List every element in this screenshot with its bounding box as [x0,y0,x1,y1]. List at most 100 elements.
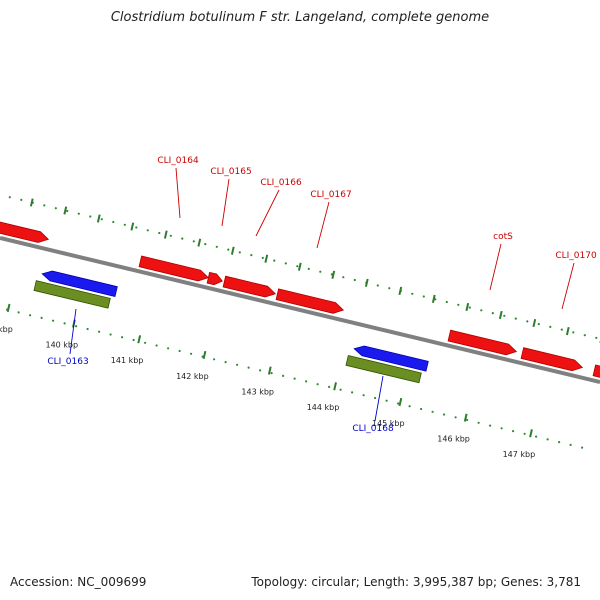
outer-tick-dot [273,259,276,262]
inner-tick-dot [121,336,124,339]
inner-tick-dot [109,333,112,336]
outer-tick-dot [457,303,460,306]
scale-label: 139 kbp [0,325,13,334]
scale-major-tick [398,397,403,407]
outer-tick-dot [342,276,345,279]
inner-tick-dot [305,380,308,383]
inner-tick-dot [466,418,469,422]
outer-major-tick [465,302,470,312]
outer-tick-dot [445,300,448,304]
outer-tick-dot [123,223,126,226]
inner-tick-dot [75,325,78,328]
inner-tick-dot [351,391,354,394]
inner-tick-dot [52,319,55,322]
forward-label-leader [561,262,575,310]
scale-major-tick [137,335,142,344]
inner-tick-dot [489,424,492,427]
outer-tick-dot [112,220,115,224]
outer-major-tick [532,318,537,328]
outer-major-tick [197,238,202,247]
genome-summary-text: Topology: circular; Length: 3,995,387 bp… [251,575,581,589]
inner-tick-dot [282,374,285,377]
reverse-gene-arrow [353,345,429,372]
inner-tick-dot [454,416,457,419]
inner-tick-dot [293,377,296,380]
inner-tick-dot [132,338,135,342]
scale-label: 144 kbp [307,403,340,412]
outer-tick-dot [537,323,540,326]
forward-gene-label: CLI_0166 [260,178,302,188]
outer-tick-dot [181,237,184,240]
forward-gene-arrow [138,255,210,282]
outer-tick-dot [595,336,598,339]
outer-tick-dot [204,243,207,246]
forward-gene-arrow [592,364,600,378]
inner-tick-dot [374,396,377,400]
inner-tick-dot [511,430,515,433]
outer-major-tick [331,270,336,279]
outer-tick-dot [43,204,46,207]
reverse-label-leader [374,375,384,422]
forward-gene-label: cotS [493,232,513,242]
forward-label-leader [489,243,502,291]
outer-major-tick [130,222,135,231]
inner-tick-dot [420,407,423,411]
outer-major-tick [264,254,269,263]
inner-tick-dot [477,421,480,424]
outer-tick-dot [135,226,138,229]
inner-tick-dot [500,427,503,430]
outer-major-tick [230,246,235,255]
inner-tick-dot [178,349,181,353]
forward-gene-label: CLI_0164 [157,156,199,166]
outer-tick-dot [66,209,69,213]
forward-gene-arrow [520,347,584,372]
inner-tick-dot [224,361,227,364]
outer-tick-dot [549,325,552,328]
scale-major-tick [463,413,468,422]
outer-major-tick [364,278,369,287]
forward-gene-label: CLI_0170 [555,251,597,261]
outer-tick-dot [77,212,80,215]
inner-tick-dot [155,344,158,347]
scale-major-tick [6,303,11,313]
scale-label: 141 kbp [111,356,144,365]
outer-major-tick [163,230,168,239]
inner-tick-dot [316,383,319,386]
inner-tick-dot [98,330,101,333]
scale-label: 147 kbp [503,450,536,459]
outer-tick-dot [319,270,322,273]
scale-label: 146 kbp [437,435,470,444]
accession-text: Accession: NC_009699 [10,575,147,589]
forward-gene-arrow [0,221,50,243]
outer-major-tick [29,198,34,207]
outer-tick-dot [491,312,494,315]
forward-gene-arrow [447,329,518,356]
scale-major-tick [267,366,272,375]
inner-tick-dot [144,341,147,344]
outer-tick-dot [89,215,92,218]
outer-major-tick [565,326,570,336]
inner-tick-dot [270,372,273,375]
scale-major-tick [333,382,337,391]
forward-gene-label: CLI_0167 [310,190,351,200]
forward-gene-arrow [275,288,345,314]
outer-tick-dot [480,309,483,312]
inner-tick-dot [29,314,32,317]
outer-tick-dot [100,218,103,221]
outer-tick-dot [572,331,575,334]
outer-major-tick [431,294,436,304]
outer-tick-dot [526,320,529,323]
outer-tick-dot [261,256,264,259]
scale-major-tick [529,429,533,438]
forward-label-leader [316,201,330,249]
outer-tick-dot [227,248,230,251]
inner-tick-dot [17,311,20,314]
inner-tick-dot [385,399,388,402]
outer-tick-dot [503,314,506,317]
reverse-gene-label: CLI_0168 [352,424,394,434]
inner-tick-dot [397,402,400,405]
forward-gene-label: CLI_0165 [210,167,251,177]
inner-tick-dot [546,438,549,441]
inner-tick-dot [63,322,66,325]
